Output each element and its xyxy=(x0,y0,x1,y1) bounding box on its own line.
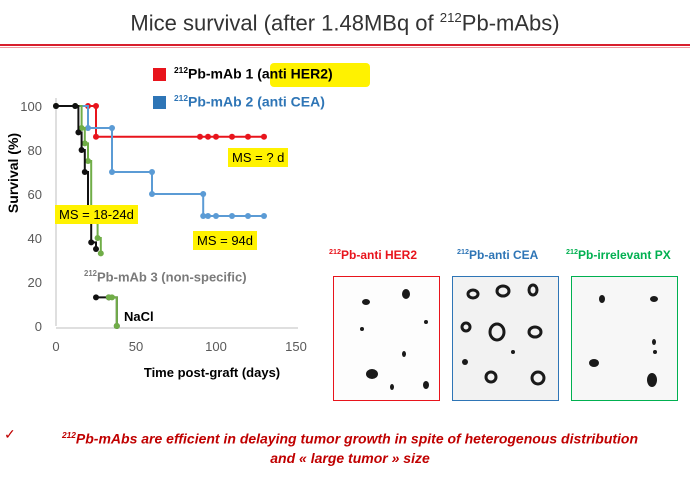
mab3-text: Pb-mAb 3 (non-specific) xyxy=(97,269,247,285)
y-tick-label: 0 xyxy=(35,319,42,334)
x-tick-label: 150 xyxy=(285,339,307,354)
data-point xyxy=(81,169,88,175)
data-point xyxy=(200,191,207,197)
series-line-4 xyxy=(96,296,118,326)
series-line-5 xyxy=(108,296,118,326)
x-tick-label: 50 xyxy=(129,339,143,354)
y-tick-label: 20 xyxy=(28,275,42,290)
autoradiography-cea xyxy=(452,276,559,401)
data-point xyxy=(213,213,219,219)
data-point xyxy=(149,169,155,175)
data-point xyxy=(94,235,101,241)
data-point xyxy=(113,323,120,329)
slide-title: Mice survival (after 1.48MBq of 212Pb-mA… xyxy=(0,10,690,36)
legend-label-her2: 212Pb-mAb 1 (anti HER2) xyxy=(174,65,333,82)
data-point xyxy=(85,125,91,131)
y-tick-label: 40 xyxy=(28,231,42,246)
data-point xyxy=(85,158,91,164)
data-point xyxy=(72,103,79,109)
data-point xyxy=(109,169,115,175)
data-point xyxy=(75,129,82,136)
panel-sup-cea: 212 xyxy=(457,247,469,256)
data-point xyxy=(205,213,211,219)
data-point xyxy=(109,294,115,301)
series-line-2 xyxy=(56,105,102,254)
panel-text-her2: Pb-anti HER2 xyxy=(341,248,418,262)
panel-sup-irrelevant: 212 xyxy=(566,247,578,256)
legend-text-cea: Pb-mAb 2 (anti CEA) xyxy=(187,93,325,110)
ms-her2-badge: MS = ? d xyxy=(228,148,289,167)
data-point xyxy=(109,125,115,131)
data-point xyxy=(205,133,211,140)
conclusion-line-1: 212Pb-mAbs are efficient in delaying tum… xyxy=(10,426,690,449)
mab3-sup: 212 xyxy=(84,269,98,278)
title-divider-thin xyxy=(0,47,690,48)
nacl-label: NaCl xyxy=(124,309,154,324)
panel-title-cea: 212Pb-anti CEA xyxy=(457,247,538,262)
title-text-post: Pb-mAbs) xyxy=(461,10,560,36)
data-point xyxy=(53,103,59,109)
title-superscript: 212 xyxy=(439,10,462,25)
legend-sup-her2: 212 xyxy=(174,65,188,75)
data-point xyxy=(93,294,99,301)
title-divider xyxy=(0,44,690,46)
legend-swatch-her2 xyxy=(153,68,166,81)
conclusion-line-2: and « large tumor » size xyxy=(270,449,430,466)
mab3-label: 212Pb-mAb 3 (non-specific) xyxy=(84,269,247,284)
tumor-slice-image-cea xyxy=(453,277,558,400)
panel-sup-her2: 212 xyxy=(329,247,341,256)
y-tick-label: 100 xyxy=(20,99,42,114)
data-point xyxy=(200,213,207,219)
y-tick-label: 80 xyxy=(28,143,42,158)
data-point xyxy=(93,246,99,252)
data-point xyxy=(78,147,85,153)
legend-text-her2: Pb-mAb 1 (anti HER2) xyxy=(187,65,333,82)
data-point xyxy=(261,213,267,219)
data-point xyxy=(245,213,251,219)
x-axis-label: Time post-graft (days) xyxy=(144,365,280,380)
y-axis-label: Survival (%) xyxy=(5,133,21,213)
autoradiography-irrelevant xyxy=(571,276,678,401)
data-point xyxy=(197,133,203,140)
x-tick-label: 100 xyxy=(205,339,227,354)
panel-title-irrelevant: 212Pb-irrelevant PX xyxy=(566,247,671,262)
x-tick-label: 0 xyxy=(52,339,59,354)
data-point xyxy=(93,133,99,140)
data-point xyxy=(229,213,235,219)
data-point xyxy=(149,191,155,197)
series-line-0 xyxy=(56,105,264,138)
ms-irrelevant-badge: MS = 18-24d xyxy=(55,205,138,224)
conclusion-text: 212Pb-mAbs are efficient in delaying tum… xyxy=(10,426,690,468)
chart-series xyxy=(53,103,267,329)
legend-swatch-cea xyxy=(153,96,166,109)
legend-sup-cea: 212 xyxy=(174,93,188,103)
autoradiography-her2 xyxy=(333,276,440,401)
data-point xyxy=(261,133,267,140)
data-point xyxy=(78,125,85,131)
chart-ticks: 0 20 40 60 80 100 0 50 100 150 xyxy=(20,99,307,354)
conclusion-sup: 212 xyxy=(61,430,76,440)
panel-text-irrelevant: Pb-irrelevant PX xyxy=(578,248,671,262)
title-text-pre: Mice survival (after 1.48MBq of xyxy=(130,10,440,36)
data-point xyxy=(245,133,251,140)
tumor-slice-image-irrelevant xyxy=(572,277,677,400)
legend-label-cea: 212Pb-mAb 2 (anti CEA) xyxy=(174,93,325,110)
data-point xyxy=(81,140,88,147)
panel-text-cea: Pb-anti CEA xyxy=(469,248,539,262)
data-point xyxy=(88,239,95,246)
ms-cea-badge: MS = 94d xyxy=(193,231,258,250)
series-line-3 xyxy=(56,105,97,249)
check-icon: ✓ xyxy=(4,426,16,442)
data-point xyxy=(97,250,104,257)
data-point xyxy=(229,133,235,140)
tumor-slice-image-her2 xyxy=(334,277,439,400)
y-tick-label: 60 xyxy=(28,187,42,202)
data-point xyxy=(213,133,219,140)
conclusion-line-1-text: Pb-mAbs are efficient in delaying tumor … xyxy=(75,430,639,447)
data-point xyxy=(93,103,99,109)
panel-title-her2: 212Pb-anti HER2 xyxy=(329,247,417,262)
